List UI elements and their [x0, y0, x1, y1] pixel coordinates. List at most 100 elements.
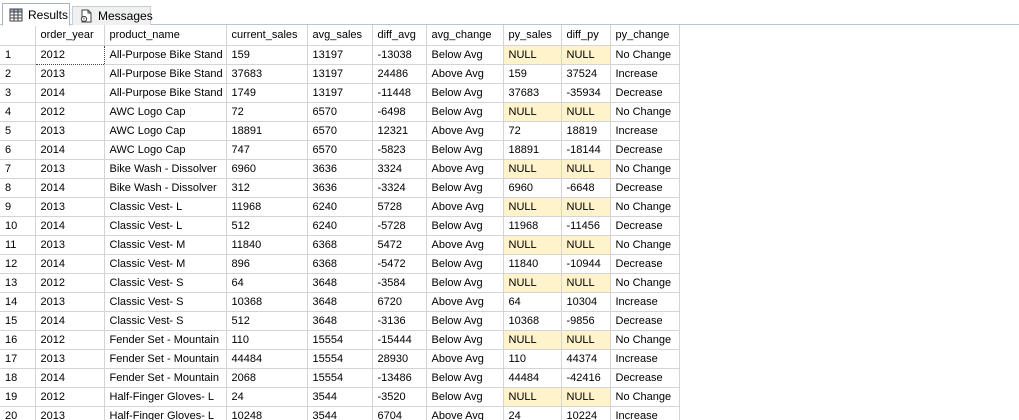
avg-change-cell[interactable]: Above Avg [426, 349, 504, 369]
avg-sales-cell[interactable]: 6368 [307, 235, 373, 255]
product-name-cell[interactable]: Bike Wash - Dissolver [104, 159, 227, 179]
row-number[interactable]: 1 [0, 45, 36, 65]
py-sales-cell[interactable]: 44484 [503, 368, 562, 388]
current-sales-cell[interactable]: 159 [226, 45, 308, 65]
column-header-avg-change[interactable]: avg_change [426, 25, 504, 46]
diff-py-cell[interactable]: 10224 [561, 406, 611, 420]
row-number[interactable]: 9 [0, 197, 36, 217]
column-header-order-year[interactable]: order_year [35, 25, 105, 46]
row-number[interactable]: 2 [0, 64, 36, 84]
current-sales-cell[interactable]: 110 [226, 330, 308, 350]
current-sales-cell[interactable]: 44484 [226, 349, 308, 369]
product-name-cell[interactable]: Half-Finger Gloves- L [104, 406, 227, 420]
diff-avg-cell[interactable]: -3584 [372, 273, 427, 293]
order-year-cell[interactable]: 2013 [35, 406, 105, 420]
table-row[interactable]: 10 2014 Classic Vest- L 512 6240 -5728 Below A… [0, 216, 680, 236]
product-name-cell[interactable]: Classic Vest- S [104, 311, 227, 331]
avg-sales-cell[interactable]: 3636 [307, 178, 373, 198]
current-sales-cell[interactable]: 747 [226, 140, 308, 160]
row-number[interactable]: 3 [0, 83, 36, 103]
order-year-cell[interactable]: 2013 [35, 121, 105, 141]
product-name-cell[interactable]: All-Purpose Bike Stand [104, 64, 227, 84]
diff-avg-cell[interactable]: -3324 [372, 178, 427, 198]
avg-sales-cell[interactable]: 3636 [307, 159, 373, 179]
avg-change-cell[interactable]: Above Avg [426, 64, 504, 84]
avg-change-cell[interactable]: Below Avg [426, 368, 504, 388]
diff-py-cell[interactable]: 37524 [561, 64, 611, 84]
diff-avg-cell[interactable]: -15444 [372, 330, 427, 350]
table-row[interactable]: 4 2012 AWC Logo Cap 72 6570 -6498 Below Avg NUL… [0, 102, 680, 122]
order-year-cell[interactable]: 2012 [35, 102, 105, 122]
diff-avg-cell[interactable]: -3136 [372, 311, 427, 331]
py-change-cell[interactable]: No Change [610, 197, 680, 217]
py-sales-cell[interactable]: 10368 [503, 311, 562, 331]
current-sales-cell[interactable]: 11968 [226, 197, 308, 217]
avg-change-cell[interactable]: Above Avg [426, 406, 504, 420]
current-sales-cell[interactable]: 72 [226, 102, 308, 122]
diff-avg-cell[interactable]: -6498 [372, 102, 427, 122]
order-year-cell[interactable]: 2013 [35, 235, 105, 255]
order-year-cell[interactable]: 2014 [35, 368, 105, 388]
order-year-cell[interactable]: 2012 [35, 330, 105, 350]
diff-avg-cell[interactable]: 6720 [372, 292, 427, 312]
table-row[interactable]: 8 2014 Bike Wash - Dissolver 312 3636 -3324 Be… [0, 178, 680, 198]
order-year-cell[interactable]: 2012 [34, 45, 105, 65]
order-year-cell[interactable]: 2014 [35, 311, 105, 331]
diff-avg-cell[interactable]: 28930 [372, 349, 427, 369]
table-row[interactable]: 16 2012 Fender Set - Mountain 110 15554 -1544… [0, 330, 680, 350]
row-number[interactable]: 14 [0, 292, 36, 312]
diff-py-cell[interactable]: -10944 [561, 254, 611, 274]
column-header-diff-py[interactable]: diff_py [561, 25, 611, 46]
py-change-cell[interactable]: Increase [610, 121, 680, 141]
diff-py-cell[interactable]: 18819 [561, 121, 611, 141]
diff-avg-cell[interactable]: -5823 [372, 140, 427, 160]
row-number[interactable]: 18 [0, 368, 36, 388]
diff-py-cell[interactable]: -11456 [561, 216, 611, 236]
avg-sales-cell[interactable]: 13197 [307, 64, 373, 84]
py-sales-cell[interactable]: NULL [503, 387, 562, 407]
diff-avg-cell[interactable]: -13486 [372, 368, 427, 388]
row-number[interactable]: 19 [0, 387, 36, 407]
diff-py-cell[interactable]: 44374 [561, 349, 611, 369]
py-sales-cell[interactable]: 64 [503, 292, 562, 312]
table-row[interactable]: 3 2014 All-Purpose Bike Stand 1749 13197 -114… [0, 83, 680, 103]
py-sales-cell[interactable]: 72 [503, 121, 562, 141]
py-change-cell[interactable]: Increase [610, 349, 680, 369]
table-row[interactable]: 18 2014 Fender Set - Mountain 2068 15554 -134… [0, 368, 680, 388]
avg-change-cell[interactable]: Below Avg [426, 45, 504, 65]
product-name-cell[interactable]: Half-Finger Gloves- L [104, 387, 227, 407]
avg-change-cell[interactable]: Below Avg [426, 254, 504, 274]
diff-avg-cell[interactable]: 24486 [372, 64, 427, 84]
row-number[interactable]: 8 [0, 178, 36, 198]
diff-py-cell[interactable]: NULL [561, 330, 611, 350]
row-number[interactable]: 17 [0, 349, 36, 369]
table-row[interactable]: 1 2012 All-Purpose Bike Stand 159 13197 -1303… [0, 45, 680, 65]
tab-messages[interactable]: Messages [72, 6, 153, 25]
product-name-cell[interactable]: Fender Set - Mountain [104, 368, 227, 388]
diff-avg-cell[interactable]: 5728 [372, 197, 427, 217]
avg-sales-cell[interactable]: 15554 [307, 349, 373, 369]
diff-avg-cell[interactable]: -5728 [372, 216, 427, 236]
column-header-avg-sales[interactable]: avg_sales [307, 25, 373, 46]
avg-sales-cell[interactable]: 13197 [307, 83, 373, 103]
py-sales-cell[interactable]: 110 [503, 349, 562, 369]
py-sales-cell[interactable]: NULL [503, 45, 562, 65]
current-sales-cell[interactable]: 1749 [226, 83, 308, 103]
product-name-cell[interactable]: AWC Logo Cap [104, 121, 227, 141]
product-name-cell[interactable]: Classic Vest- M [104, 254, 227, 274]
current-sales-cell[interactable]: 64 [226, 273, 308, 293]
table-row[interactable]: 5 2013 AWC Logo Cap 18891 6570 12321 Above Avg… [0, 121, 680, 141]
avg-change-cell[interactable]: Below Avg [426, 140, 504, 160]
py-change-cell[interactable]: No Change [610, 235, 680, 255]
py-sales-cell[interactable]: NULL [503, 235, 562, 255]
diff-avg-cell[interactable]: -13038 [372, 45, 427, 65]
avg-change-cell[interactable]: Below Avg [426, 83, 504, 103]
order-year-cell[interactable]: 2013 [35, 292, 105, 312]
avg-sales-cell[interactable]: 13197 [307, 45, 373, 65]
column-header-diff-avg[interactable]: diff_avg [372, 25, 427, 46]
py-sales-cell[interactable]: NULL [503, 102, 562, 122]
avg-change-cell[interactable]: Below Avg [426, 216, 504, 236]
py-change-cell[interactable]: Decrease [610, 178, 680, 198]
py-change-cell[interactable]: No Change [610, 330, 680, 350]
py-sales-cell[interactable]: NULL [503, 197, 562, 217]
